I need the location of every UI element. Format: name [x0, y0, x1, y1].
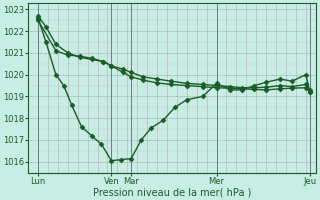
X-axis label: Pression niveau de la mer( hPa ): Pression niveau de la mer( hPa )	[93, 187, 251, 197]
